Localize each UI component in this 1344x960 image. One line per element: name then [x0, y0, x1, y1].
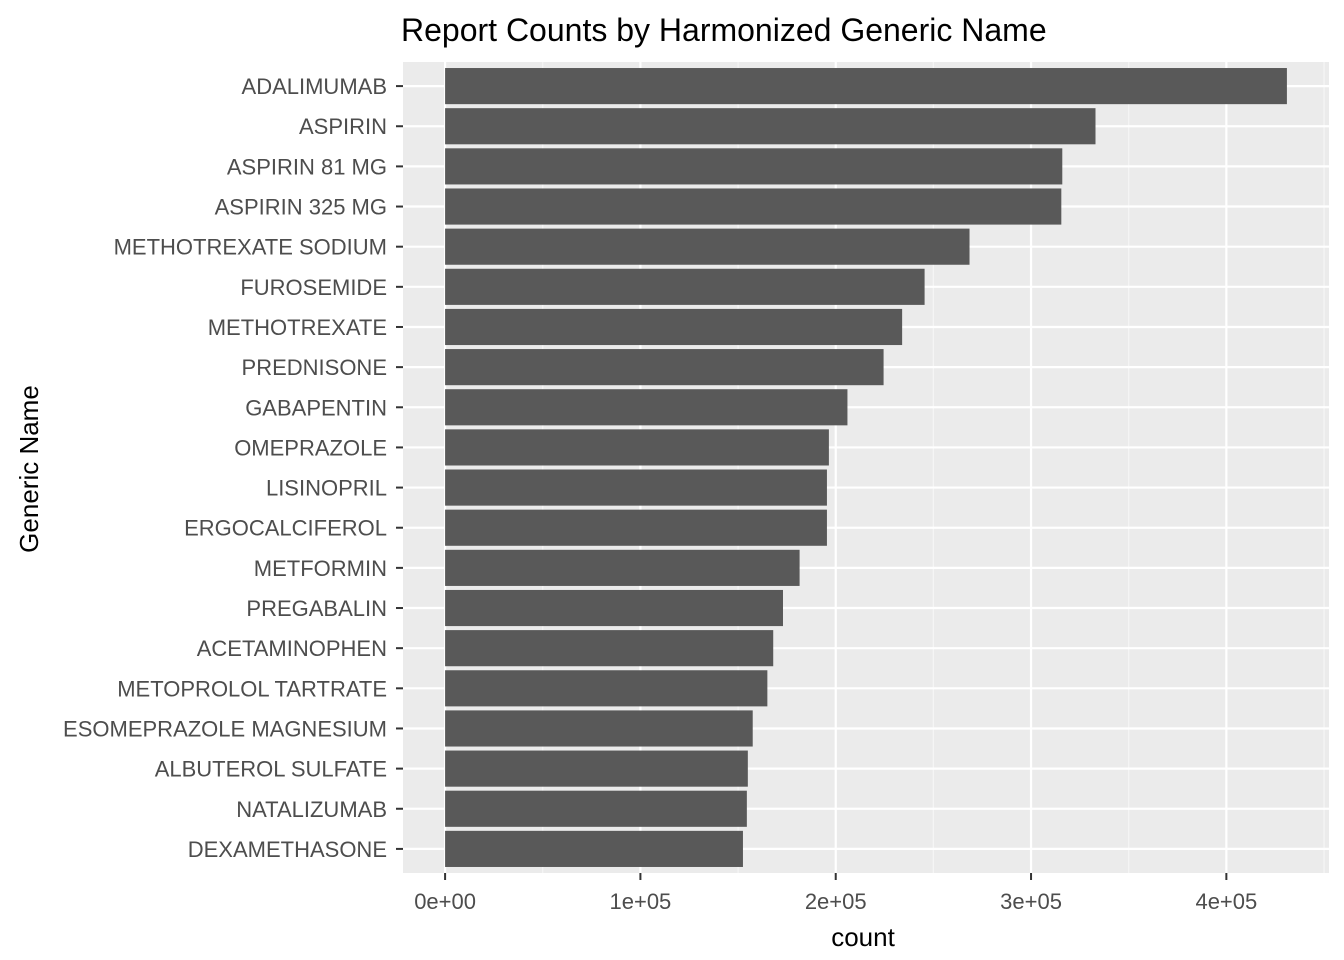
- bar: [445, 389, 848, 426]
- bar: [445, 750, 748, 787]
- bar: [445, 108, 1096, 145]
- y-tick-label: NATALIZUMAB: [236, 797, 387, 822]
- y-tick-label: ERGOCALCIFEROL: [184, 516, 387, 541]
- bar: [445, 790, 747, 827]
- bar: [445, 830, 743, 867]
- x-tick-label: 2e+05: [805, 889, 867, 914]
- bar: [445, 710, 753, 747]
- y-tick-label: ACETAMINOPHEN: [197, 636, 387, 661]
- bar: [445, 469, 827, 506]
- bar: [445, 68, 1287, 105]
- bar: [445, 429, 829, 466]
- y-tick-label: METFORMIN: [254, 556, 387, 581]
- bar: [445, 630, 774, 667]
- bar: [445, 589, 783, 627]
- y-tick-label: ASPIRIN: [299, 114, 387, 139]
- y-tick-label: PREDNISONE: [242, 355, 387, 380]
- y-tick-label: METHOTREXATE SODIUM: [114, 235, 387, 260]
- y-tick-label: ESOMEPRAZOLE MAGNESIUM: [63, 716, 387, 741]
- y-tick-label: ALBUTEROL SULFATE: [155, 757, 387, 782]
- y-tick-label: ASPIRIN 325 MG: [215, 195, 387, 220]
- x-tick-label: 4e+05: [1195, 889, 1257, 914]
- y-tick-label: OMEPRAZOLE: [234, 435, 387, 460]
- x-tick-label: 0e+00: [414, 889, 476, 914]
- y-tick-label: DEXAMETHASONE: [188, 837, 387, 862]
- y-tick-label: LISINOPRIL: [266, 476, 387, 501]
- y-tick-label: FUROSEMIDE: [240, 275, 387, 300]
- bar: [445, 549, 800, 586]
- x-tick-label: 1e+05: [610, 889, 672, 914]
- bar: [445, 188, 1062, 225]
- y-tick-label: ASPIRIN 81 MG: [227, 154, 387, 179]
- y-tick-label: METHOTREXATE: [208, 315, 387, 340]
- bar: [445, 349, 884, 386]
- y-axis-title: Generic Name: [14, 385, 44, 553]
- y-tick-label: GABAPENTIN: [245, 395, 387, 420]
- y-tick-label: ADALIMUMAB: [242, 74, 387, 99]
- bar: [445, 670, 768, 707]
- chart-title: Report Counts by Harmonized Generic Name: [401, 12, 1047, 48]
- bar: [445, 308, 903, 346]
- bar: [445, 268, 925, 305]
- y-tick-label: PREGABALIN: [246, 596, 387, 621]
- bar: [445, 148, 1063, 185]
- bar: [445, 509, 827, 546]
- bar: [445, 228, 970, 265]
- x-axis-title: count: [831, 922, 895, 952]
- y-tick-label: METOPROLOL TARTRATE: [117, 676, 387, 701]
- x-tick-label: 3e+05: [1000, 889, 1062, 914]
